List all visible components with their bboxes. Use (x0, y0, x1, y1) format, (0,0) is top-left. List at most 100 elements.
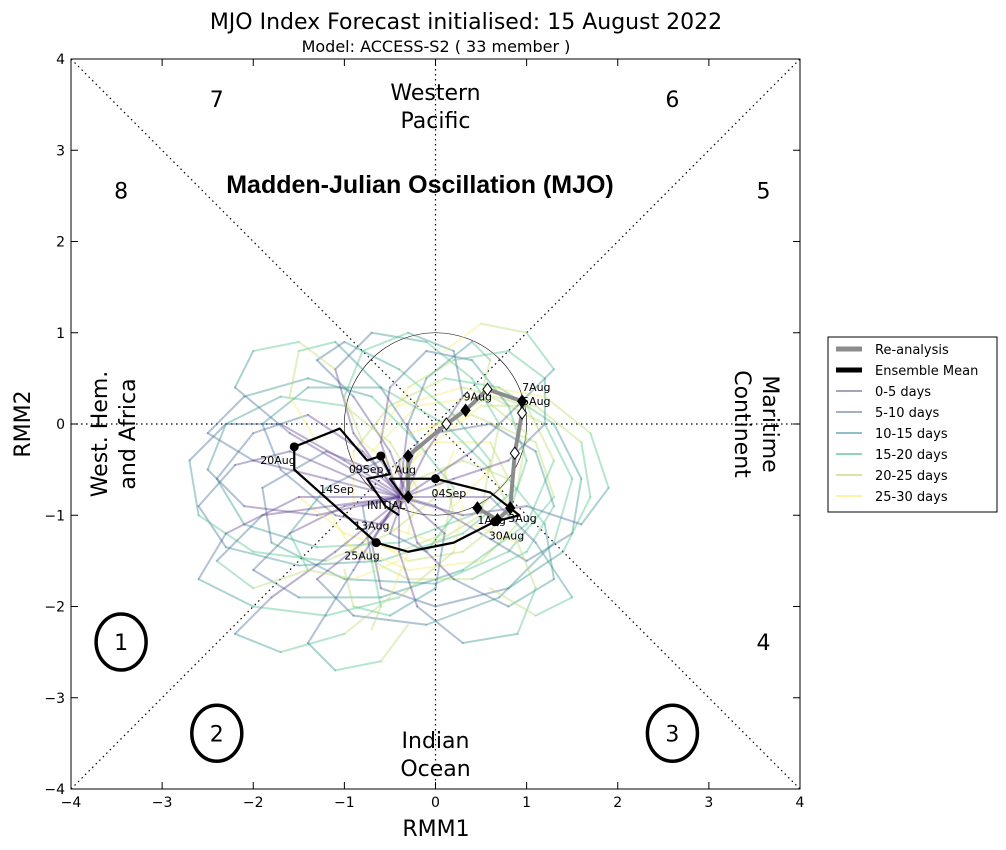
ensemble-mean-date-label-6: 30Aug (489, 530, 524, 543)
y-tick-label: 1 (56, 326, 65, 342)
ensemble-member-2 (215, 413, 510, 549)
plot-area: 1 2 3 4 5 6 7 8 Western Pacific Indian Ocean West. H… (44, 52, 804, 811)
member-segment (206, 468, 246, 508)
region-right-line-2: Continent (729, 370, 754, 478)
ensemble-mean-date-label-18: 13Aug (354, 519, 389, 532)
member-segment (507, 350, 546, 380)
member-segment (197, 578, 255, 608)
x-tick-label: 4 (796, 795, 805, 811)
x-tick-label: −3 (152, 795, 173, 811)
member-segment (188, 459, 200, 517)
member-segment (361, 496, 405, 544)
member-segment (343, 404, 391, 444)
member-segment (270, 550, 337, 599)
member-segment (316, 359, 355, 398)
member-segment (470, 523, 519, 544)
member-segment (434, 532, 446, 590)
member-segment (343, 541, 410, 571)
member-segment (461, 459, 510, 480)
member-segment (261, 496, 401, 517)
ensemble-member-9 (352, 377, 583, 562)
legend-label-3: 0-5 days (875, 385, 931, 400)
member-segment (343, 532, 401, 553)
phase-1-circle (94, 612, 148, 672)
member-segment (543, 523, 555, 581)
member-segment (407, 413, 473, 435)
ensemble-member-3 (261, 413, 555, 585)
ensemble-member-27 (402, 322, 555, 498)
member-segment (316, 340, 346, 362)
y-tick-label: 3 (56, 143, 65, 159)
member-segment (224, 395, 282, 425)
member-segment (197, 464, 237, 508)
member-segment (580, 441, 592, 498)
member-segment (470, 377, 501, 425)
member-segment (197, 514, 255, 553)
member-segment (234, 386, 291, 435)
member-segment (388, 496, 437, 535)
member-segment (316, 496, 401, 517)
member-segment (379, 386, 446, 425)
phase-8-label: 8 (114, 179, 128, 204)
member-segment (425, 596, 501, 626)
member-segment (452, 459, 510, 480)
member-segment (370, 395, 419, 444)
member-segment (534, 404, 583, 444)
member-segment (407, 550, 464, 562)
ensemble-member-22 (398, 386, 610, 526)
member-segment (197, 532, 227, 581)
member-segment (325, 450, 373, 471)
member-segment (434, 450, 455, 498)
member-segment (224, 496, 300, 535)
member-segment (343, 459, 405, 498)
member-segment (388, 450, 410, 498)
ensemble-member-25 (343, 496, 446, 617)
member-segment (461, 486, 519, 535)
member-segment (443, 423, 492, 471)
x-axis-label: RMM1 (402, 817, 469, 842)
member-segment (343, 340, 401, 371)
member-segment (261, 386, 309, 425)
member-segment (288, 450, 355, 480)
legend-label-5: 10-15 days (875, 427, 948, 442)
legend-label-1: Re-analysis (875, 343, 949, 358)
unit-circle (344, 332, 527, 516)
member-segment (252, 569, 309, 590)
ensemble-member-21 (234, 496, 410, 654)
member-segment (379, 386, 419, 444)
member-segment (407, 559, 483, 571)
member-segment (516, 587, 537, 635)
member-segment (343, 578, 437, 585)
member-segment (489, 496, 537, 544)
reanalysis-marker-4 (460, 403, 471, 418)
ensemble-member-14 (206, 395, 419, 535)
member-segment (288, 532, 309, 571)
member-segment (452, 578, 510, 608)
member-segment (398, 550, 419, 608)
member-segment (252, 413, 309, 435)
member-segment (325, 505, 355, 553)
reanalysis-marker-8 (509, 446, 520, 461)
member-segment (388, 441, 437, 480)
region-top-line-1: Western (390, 81, 480, 106)
region-bottom-line-1: Indian (402, 729, 470, 754)
member-segment (243, 377, 309, 398)
reanalysis-date-label-7: 5Aug (522, 395, 550, 408)
chart-subtitle: Model: ACCESS-S2 ( 33 member ) (302, 37, 571, 56)
ensemble-mean-marker-14 (376, 451, 386, 461)
member-segment (470, 359, 510, 407)
member-segment (379, 386, 410, 435)
member-segment (425, 350, 473, 362)
member-segment (243, 505, 319, 517)
member-segment (370, 559, 382, 608)
member-segment (461, 505, 528, 517)
member-segment (334, 496, 405, 553)
region-left-line-1: West. Hem. (88, 371, 113, 498)
member-segment (416, 395, 483, 407)
member-segment (580, 486, 610, 526)
ensemble-member-6 (316, 340, 492, 544)
ensemble-member-12 (370, 404, 592, 608)
member-segment (507, 578, 555, 608)
member-segment (480, 459, 492, 517)
member-segment (480, 359, 492, 398)
